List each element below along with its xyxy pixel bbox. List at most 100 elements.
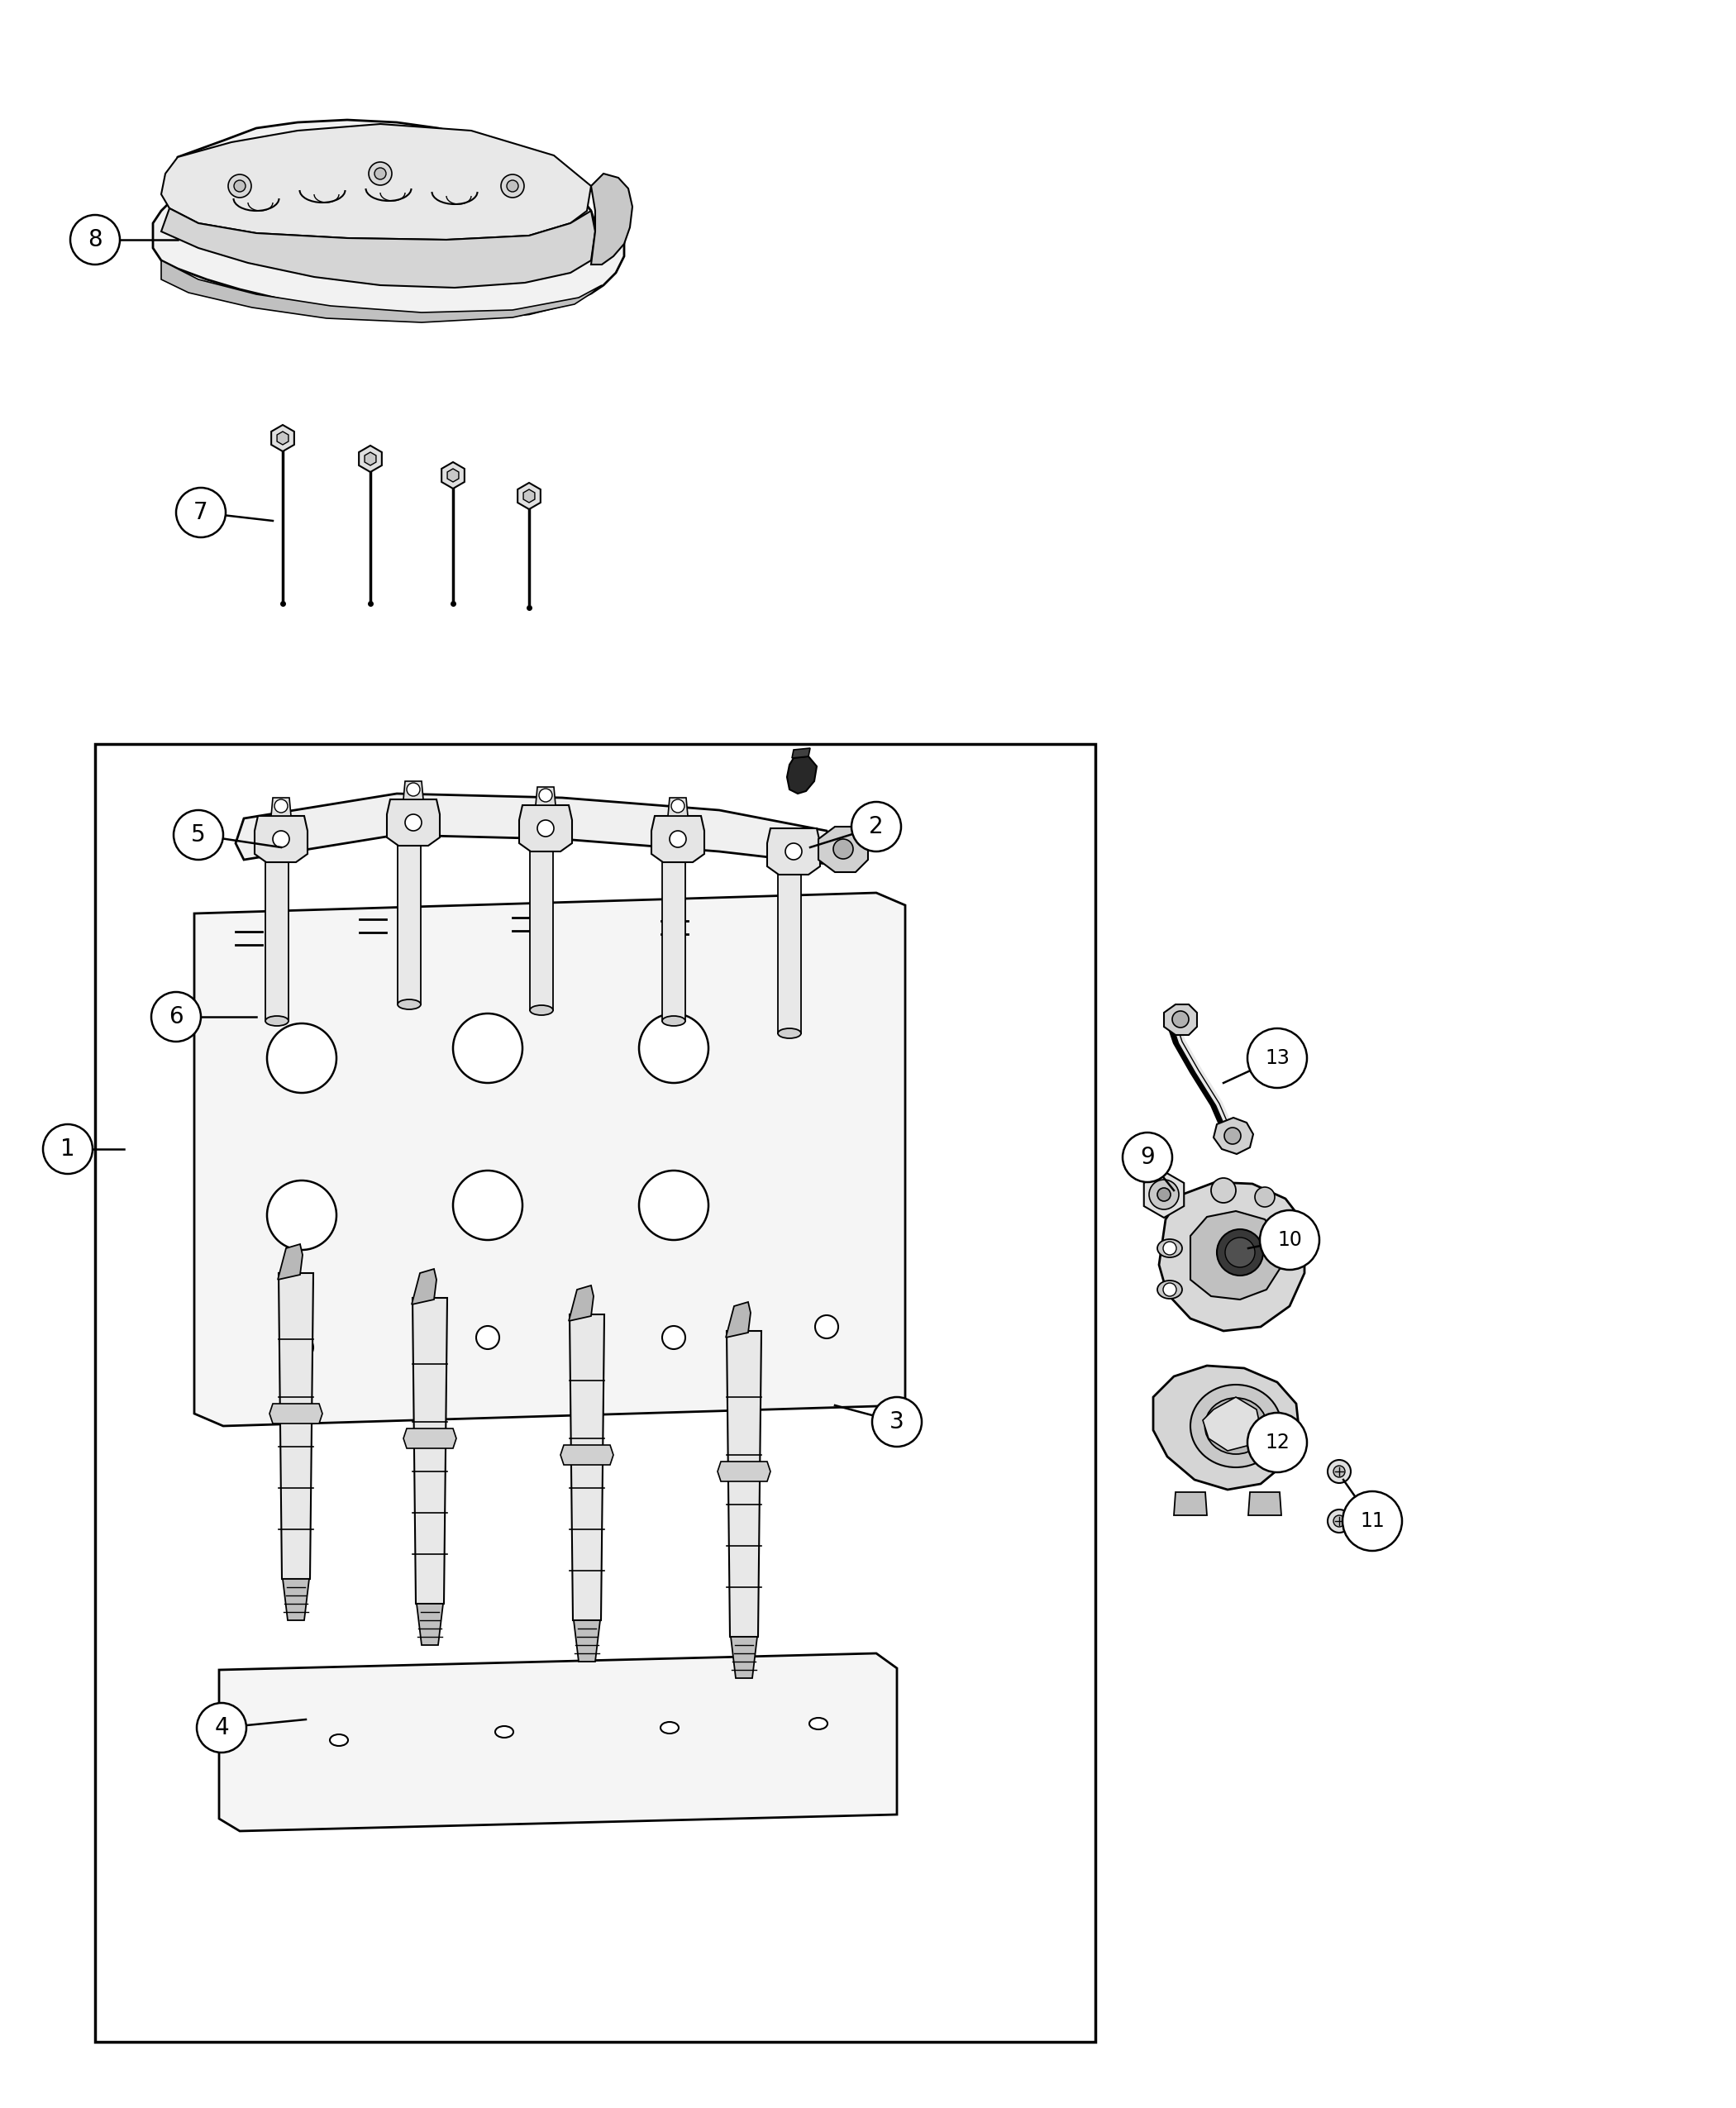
Text: 5: 5 (191, 824, 205, 847)
Circle shape (290, 1336, 312, 1360)
Polygon shape (726, 1303, 750, 1339)
Text: 4: 4 (214, 1716, 229, 1739)
Polygon shape (1144, 1172, 1184, 1218)
Polygon shape (561, 1444, 613, 1465)
Text: 11: 11 (1359, 1511, 1385, 1530)
Circle shape (274, 799, 288, 812)
Text: 12: 12 (1266, 1433, 1290, 1452)
Text: 10: 10 (1278, 1231, 1302, 1250)
Circle shape (267, 1022, 337, 1092)
Polygon shape (387, 799, 439, 845)
Polygon shape (517, 483, 540, 510)
Polygon shape (359, 445, 382, 472)
Polygon shape (161, 209, 595, 287)
Polygon shape (161, 124, 590, 240)
Polygon shape (403, 1429, 457, 1448)
Polygon shape (271, 426, 293, 451)
Text: 13: 13 (1266, 1048, 1290, 1069)
Polygon shape (536, 786, 556, 805)
Polygon shape (219, 1653, 898, 1832)
Polygon shape (1213, 1117, 1253, 1153)
Text: 1: 1 (61, 1138, 75, 1162)
Polygon shape (573, 1621, 601, 1661)
Circle shape (174, 809, 224, 860)
Polygon shape (1203, 1398, 1260, 1450)
Circle shape (1212, 1178, 1236, 1204)
Ellipse shape (529, 1006, 554, 1016)
Polygon shape (717, 1461, 771, 1482)
Circle shape (1163, 1284, 1177, 1296)
Circle shape (661, 1326, 686, 1349)
Polygon shape (569, 1315, 604, 1621)
Circle shape (227, 175, 252, 198)
Ellipse shape (661, 1016, 686, 1027)
Circle shape (175, 487, 226, 538)
Circle shape (1163, 1242, 1177, 1254)
Polygon shape (818, 826, 868, 873)
Ellipse shape (1158, 1240, 1182, 1256)
Circle shape (538, 820, 554, 837)
Ellipse shape (495, 1726, 514, 1737)
Polygon shape (569, 1286, 594, 1322)
Ellipse shape (1158, 1280, 1182, 1299)
Polygon shape (792, 748, 811, 759)
Circle shape (672, 799, 684, 812)
Polygon shape (590, 173, 632, 264)
Text: 3: 3 (889, 1410, 904, 1433)
Polygon shape (668, 797, 687, 816)
Polygon shape (194, 894, 904, 1425)
Polygon shape (448, 468, 458, 483)
Circle shape (43, 1124, 92, 1174)
Polygon shape (651, 816, 705, 862)
Circle shape (670, 831, 686, 847)
Circle shape (785, 843, 802, 860)
Circle shape (1248, 1412, 1307, 1471)
Circle shape (267, 1180, 337, 1250)
Circle shape (833, 839, 852, 858)
Circle shape (453, 1170, 523, 1240)
Polygon shape (411, 1269, 436, 1305)
Ellipse shape (809, 1718, 828, 1729)
Polygon shape (441, 462, 465, 489)
Circle shape (1333, 1516, 1345, 1526)
Polygon shape (283, 1579, 309, 1621)
Circle shape (1123, 1132, 1172, 1183)
Ellipse shape (398, 999, 420, 1010)
Polygon shape (767, 828, 819, 875)
Polygon shape (731, 1636, 757, 1678)
Polygon shape (1174, 1492, 1207, 1516)
Circle shape (538, 788, 552, 801)
Polygon shape (417, 1604, 443, 1644)
Circle shape (69, 215, 120, 264)
Circle shape (851, 801, 901, 852)
Polygon shape (269, 1404, 323, 1423)
Polygon shape (1248, 1492, 1281, 1516)
Polygon shape (255, 816, 307, 862)
Circle shape (639, 1170, 708, 1240)
Polygon shape (161, 261, 602, 323)
Circle shape (368, 162, 392, 186)
Circle shape (1158, 1189, 1170, 1202)
Polygon shape (365, 453, 377, 466)
Circle shape (151, 993, 201, 1041)
Circle shape (1149, 1180, 1179, 1210)
Ellipse shape (330, 1735, 347, 1745)
Circle shape (1260, 1210, 1319, 1269)
Circle shape (507, 179, 519, 192)
Polygon shape (786, 757, 816, 793)
Polygon shape (278, 1273, 312, 1579)
Circle shape (816, 1315, 838, 1339)
Ellipse shape (1205, 1398, 1267, 1455)
Polygon shape (1153, 1366, 1300, 1490)
Polygon shape (519, 805, 573, 852)
Polygon shape (1160, 1183, 1304, 1330)
Text: 6: 6 (168, 1006, 184, 1029)
Polygon shape (1191, 1212, 1279, 1299)
Ellipse shape (1191, 1385, 1281, 1467)
Circle shape (502, 175, 524, 198)
Bar (95, 744, 1095, 2043)
Text: 9: 9 (1141, 1147, 1154, 1170)
Circle shape (1328, 1509, 1351, 1533)
Text: 8: 8 (89, 228, 102, 251)
Circle shape (1172, 1012, 1189, 1027)
